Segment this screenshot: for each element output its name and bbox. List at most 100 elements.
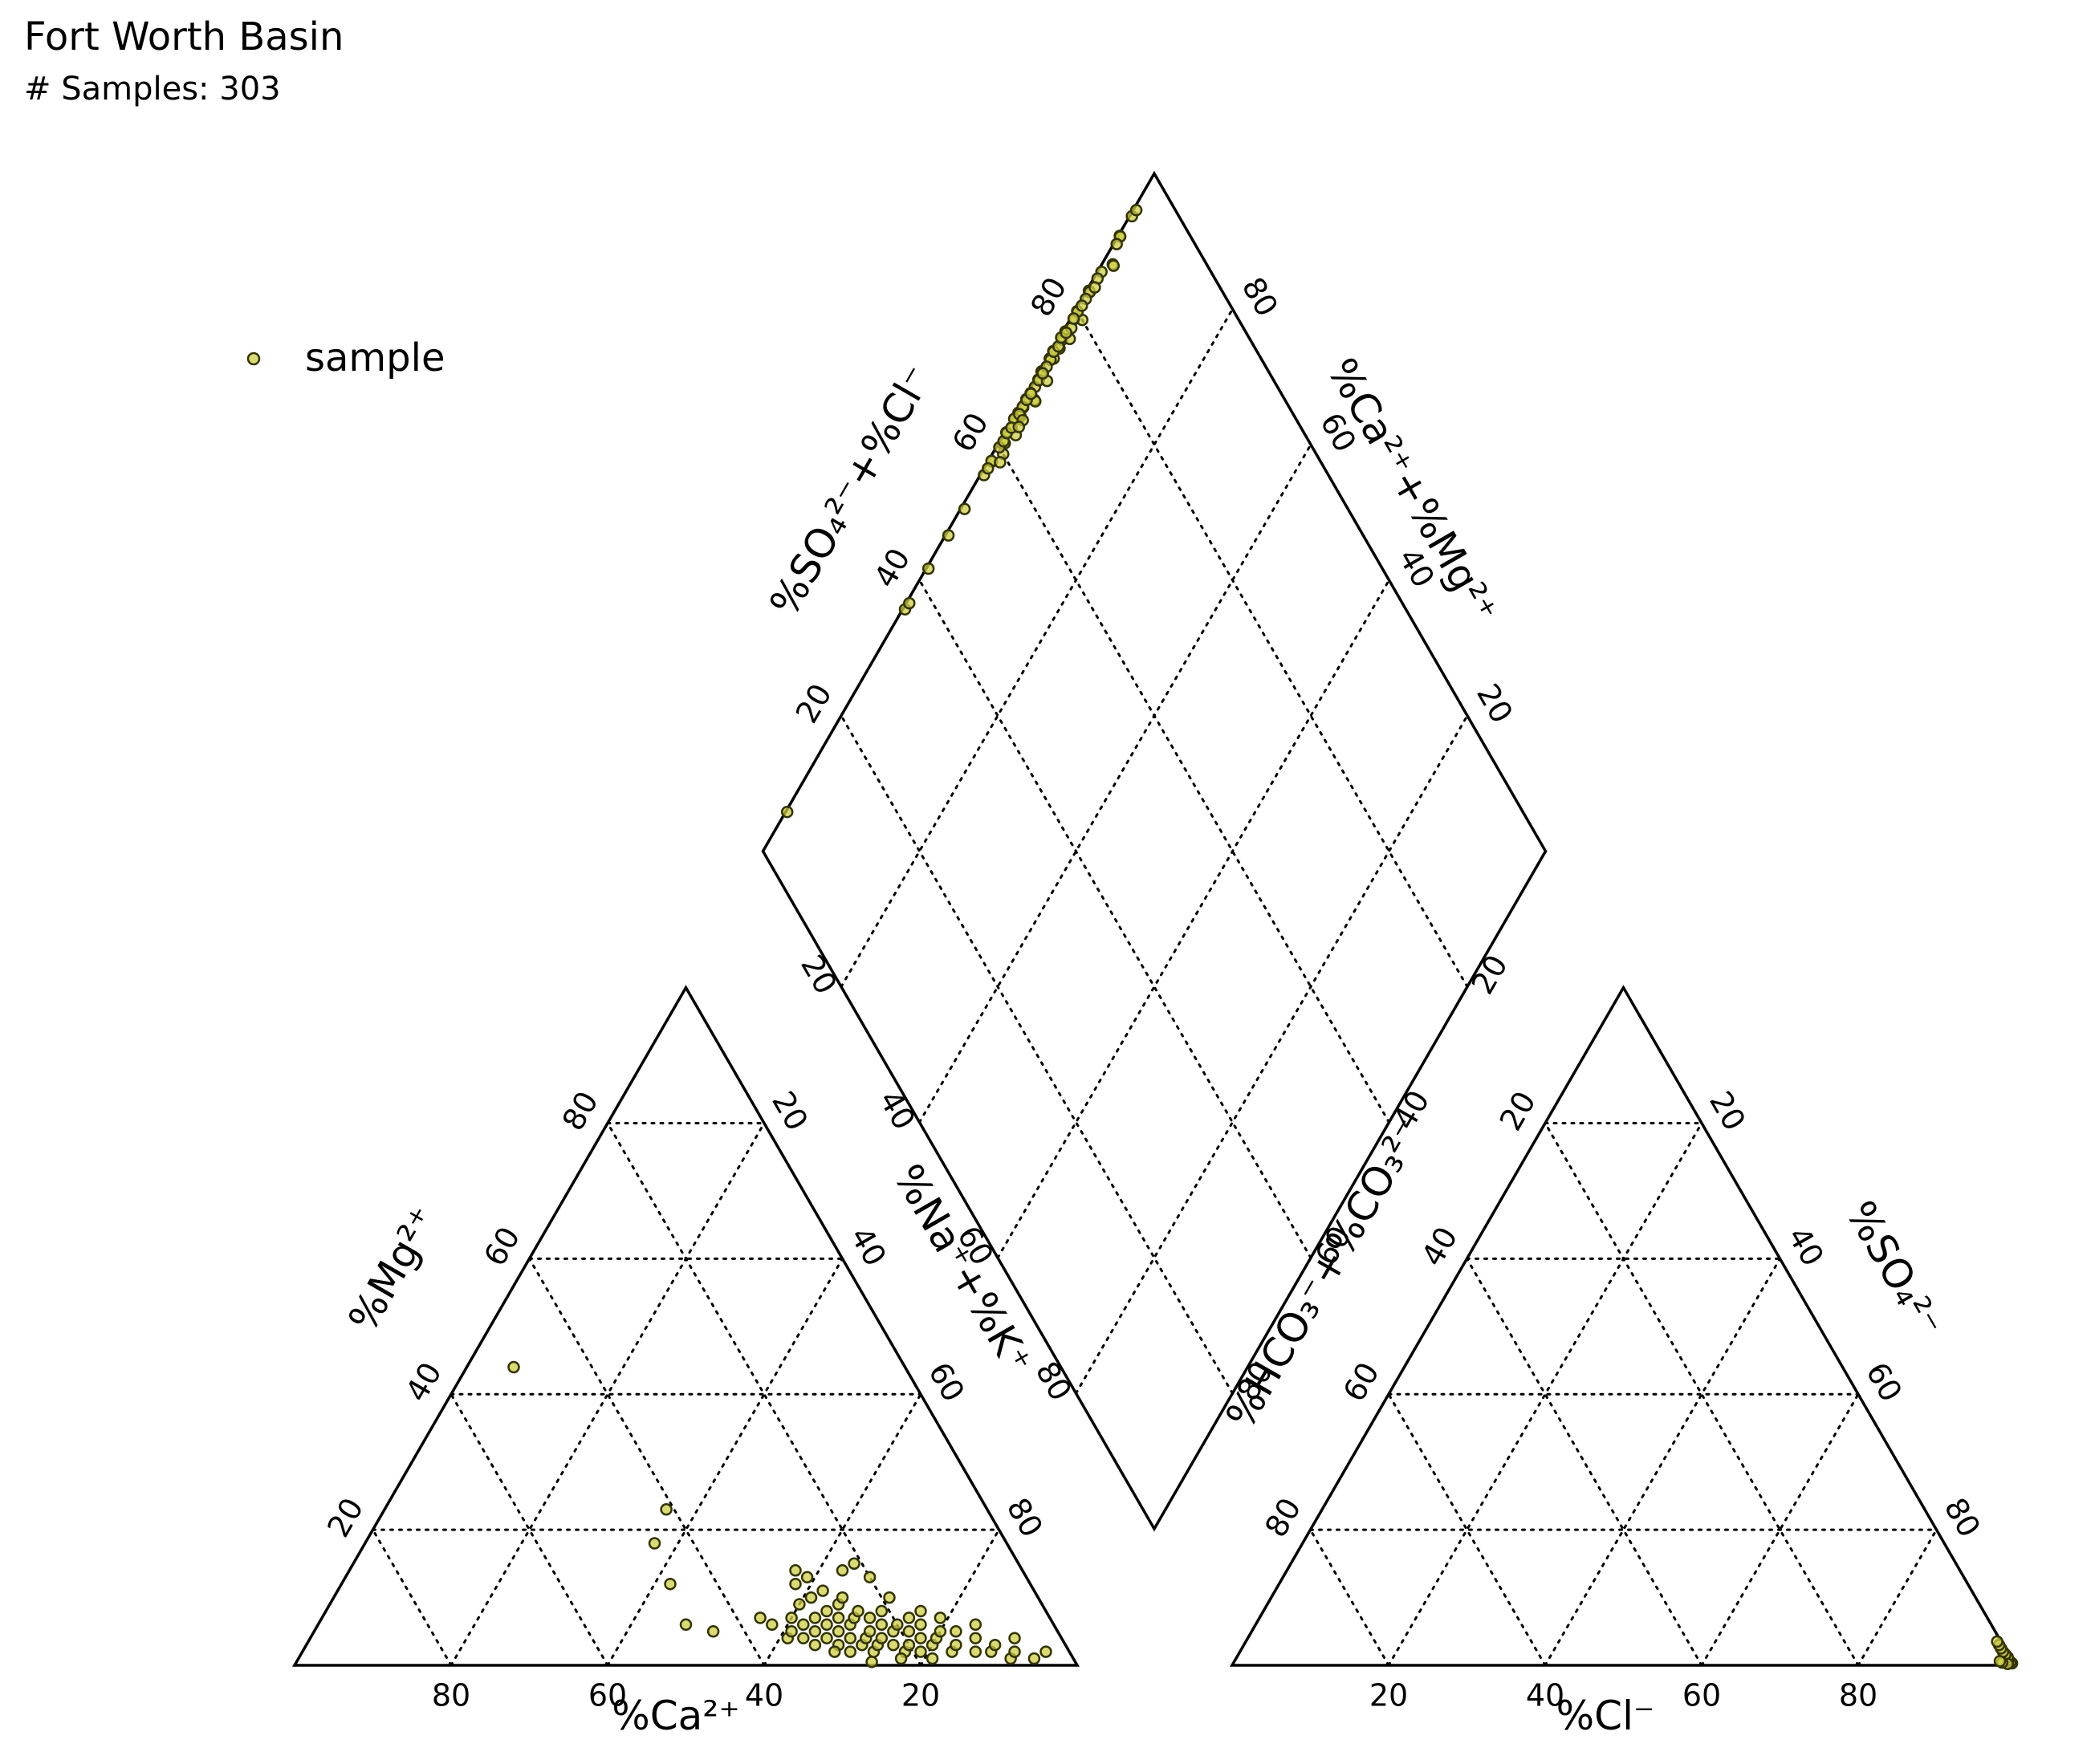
- cation-bottom-tick-label: 80: [432, 1678, 470, 1713]
- cation-triangle-frame: [291, 985, 1080, 1667]
- cation-data-point: [914, 1604, 927, 1618]
- cation-data-point: [988, 1638, 1002, 1652]
- diamond-upper-left-axis-label: %SO₄²⁻+%Cl⁻: [761, 358, 942, 624]
- diamond-data-point: [1107, 259, 1121, 272]
- diamond-grid-line: [1075, 714, 1469, 1395]
- diagram-frame: [291, 170, 2018, 1667]
- cation-left-tick-label: 40: [399, 1356, 449, 1408]
- diamond-lower-left-tick-label: 40: [873, 1084, 922, 1136]
- diamond-data-point: [780, 805, 794, 819]
- chart-title: Fort Worth Basin: [24, 14, 344, 59]
- cation-data-point: [875, 1604, 889, 1618]
- cation-data-point: [797, 1632, 810, 1644]
- tick-labels: 20 20 20 20 20 20 40 40 40 40 40 40 60 60 60 60 60 60 80 80…: [320, 271, 1987, 1713]
- cation-data-point: [863, 1571, 877, 1583]
- anion-right-axis-label: %SO₄²⁻: [1837, 1193, 1951, 1345]
- cation-grid-falling: [450, 1392, 609, 1667]
- diamond-data-point: [1036, 367, 1049, 380]
- cation-data-point: [808, 1625, 822, 1638]
- cation-data-point: [785, 1612, 798, 1624]
- diamond-data-point: [994, 456, 1007, 469]
- cation-data-point: [820, 1632, 833, 1644]
- cation-data-point: [894, 1652, 908, 1665]
- anion-grid-rising: [1387, 1122, 1703, 1667]
- anion-data-point: [1991, 1635, 2003, 1648]
- diamond-data-point: [1110, 238, 1123, 250]
- cation-right-tick-label: 40: [844, 1221, 893, 1272]
- cation-data-point: [816, 1584, 829, 1597]
- anion-bottom-tick-label: 20: [1369, 1678, 1408, 1713]
- diamond-data-point: [1060, 326, 1073, 339]
- cation-data-point: [793, 1598, 806, 1611]
- legend-label: sample: [305, 335, 445, 380]
- cation-data-point: [832, 1612, 845, 1624]
- anion-left-tick-label: 20: [1493, 1085, 1543, 1136]
- cation-data-point: [1039, 1645, 1052, 1658]
- cation-right-axis-label: %Na⁺+%K⁺: [885, 1156, 1041, 1382]
- anion-grid-falling: [1466, 1257, 1703, 1667]
- cation-right-tick-label: 60: [921, 1356, 971, 1408]
- diamond-upper-left-tick-label: 80: [1023, 271, 1073, 323]
- cation-left-tick-label: 20: [320, 1492, 370, 1543]
- diamond-data-point: [1012, 421, 1026, 433]
- diamond-grid-line: [1075, 307, 1469, 989]
- cation-data-point: [820, 1618, 833, 1632]
- cation-bottom-tick-label: 60: [588, 1678, 627, 1713]
- diamond-lower-left-tick-label: 20: [794, 949, 844, 1000]
- cation-data-point: [902, 1638, 916, 1652]
- cation-left-tick-label: 80: [555, 1085, 605, 1136]
- cation-data-point: [950, 1638, 962, 1652]
- cation-data-point: [925, 1652, 939, 1665]
- cation-data-point: [844, 1632, 857, 1644]
- anion-left-tick-label: 40: [1414, 1221, 1464, 1272]
- cation-data-point: [848, 1557, 860, 1571]
- diamond-data-point: [942, 529, 955, 542]
- diamond-data-point: [921, 562, 935, 575]
- cation-data-point: [804, 1591, 818, 1604]
- diamond-data-point: [1076, 299, 1088, 312]
- diamond-upper-right-tick-label: 80: [1235, 271, 1285, 323]
- cation-data-point: [797, 1618, 810, 1632]
- anion-right-tick-label: 40: [1781, 1221, 1831, 1272]
- cation-bottom-tick-label: 40: [745, 1678, 783, 1713]
- diamond-data-point: [903, 596, 916, 610]
- cation-data-point: [875, 1632, 889, 1644]
- cation-data-point: [969, 1618, 982, 1632]
- legend: sample: [246, 335, 445, 380]
- cation-data-point: [914, 1645, 927, 1658]
- anion-left-tick-label: 80: [1258, 1492, 1308, 1543]
- chart-subtitle: # Samples: 303: [24, 71, 281, 108]
- cation-right-tick-label: 80: [1000, 1492, 1050, 1543]
- diamond-data-point: [1024, 387, 1038, 400]
- cation-data-point: [832, 1625, 845, 1638]
- cation-data-point: [754, 1612, 767, 1624]
- anion-right-tick-label: 20: [1702, 1085, 1752, 1136]
- diamond-grid-line: [996, 579, 1390, 1259]
- diamond-grid-line: [918, 579, 1312, 1259]
- anion-grid-falling: [1309, 1528, 1390, 1667]
- cation-data-point: [648, 1537, 661, 1550]
- anion-grid-falling: [1387, 1392, 1547, 1667]
- anion-bottom-tick-label: 40: [1526, 1678, 1564, 1713]
- cation-bottom-axis-label: %Ca²⁺: [612, 1693, 740, 1739]
- diamond-grid-line: [918, 443, 1312, 1124]
- cation-data-point: [808, 1612, 822, 1624]
- cation-data-point: [969, 1645, 982, 1658]
- cation-data-point: [836, 1591, 849, 1604]
- cation-data-point: [863, 1612, 877, 1624]
- anion-bottom-tick-label: 80: [1839, 1678, 1877, 1713]
- cation-data-point: [1027, 1652, 1041, 1665]
- anion-data-point: [1993, 1655, 2007, 1668]
- diamond-upper-right-tick-label: 20: [1470, 678, 1519, 730]
- anion-left-axis-label: %HCO₃⁻+%CO₃²⁻: [1217, 1110, 1432, 1437]
- diamond-grid-line: [996, 443, 1390, 1124]
- cation-data-point: [679, 1618, 693, 1632]
- diamond-lower-left-tick-label: 80: [1029, 1356, 1079, 1407]
- cation-data-point: [1008, 1632, 1021, 1644]
- cation-data-point: [950, 1625, 962, 1638]
- cation-left-axis-label: %Mg²⁺: [340, 1199, 448, 1339]
- anion-grid-rising: [1857, 1528, 1938, 1667]
- cation-data-point: [934, 1625, 947, 1638]
- cation-data-point: [883, 1591, 896, 1604]
